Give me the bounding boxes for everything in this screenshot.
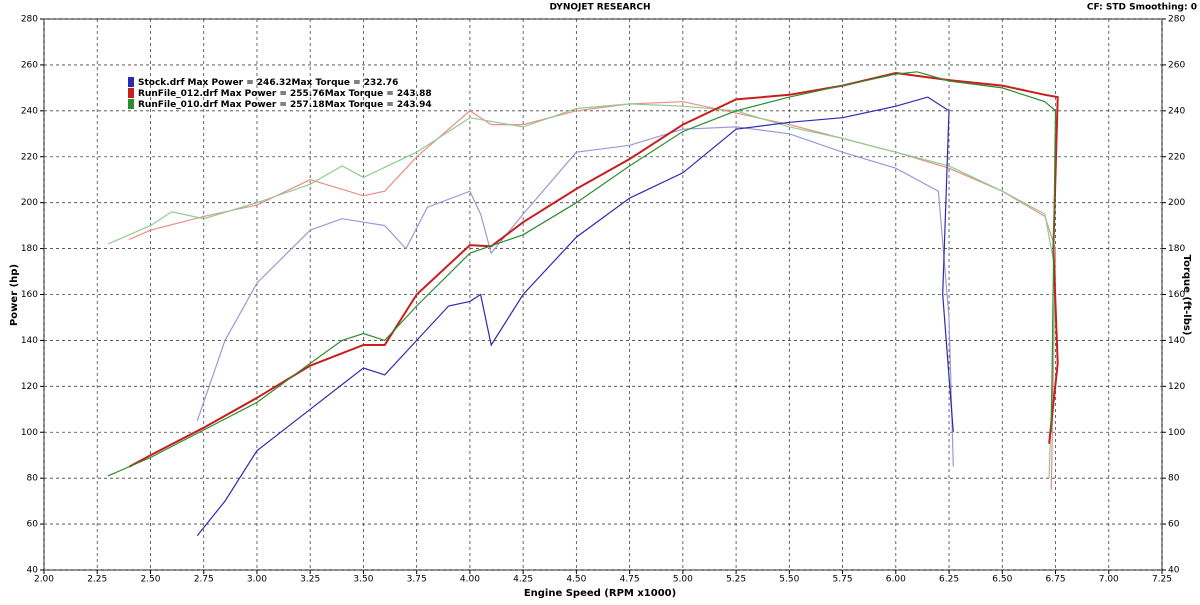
legend-label: Max Torque = bbox=[325, 100, 394, 110]
x-tick-label: 6.50 bbox=[992, 575, 1012, 585]
x-axis-label: Engine Speed (RPM x1000) bbox=[524, 588, 676, 599]
legend-value: 243.88 bbox=[397, 89, 432, 99]
y2-tick-label: 200 bbox=[1168, 198, 1185, 208]
x-tick-label: 4.50 bbox=[566, 575, 586, 585]
legend-value: 246.32 bbox=[257, 78, 292, 88]
x-tick-label: 5.50 bbox=[779, 575, 799, 585]
y2-tick-label: 220 bbox=[1168, 152, 1185, 162]
y-tick-label: 40 bbox=[27, 566, 39, 576]
y2-tick-label: 140 bbox=[1168, 336, 1185, 346]
legend-value: 232.76 bbox=[364, 78, 399, 88]
legend-name: RunFile_012.drf bbox=[138, 89, 218, 99]
x-tick-label: 2.25 bbox=[87, 575, 107, 585]
legend-swatch bbox=[128, 88, 134, 98]
legend-name: RunFile_010.drf bbox=[138, 100, 218, 110]
legend-swatch bbox=[128, 77, 134, 87]
x-tick-label: 4.00 bbox=[460, 575, 480, 585]
y-tick-label: 60 bbox=[27, 520, 39, 530]
legend-label: Max Torque = bbox=[292, 78, 361, 88]
legend-value: 243.94 bbox=[397, 100, 432, 110]
x-tick-label: 3.00 bbox=[247, 575, 267, 585]
x-tick-label: 6.25 bbox=[939, 575, 959, 585]
torque-line bbox=[107, 103, 1057, 479]
x-tick-label: 2.50 bbox=[140, 575, 160, 585]
x-tick-label: 5.75 bbox=[833, 575, 853, 585]
y-tick-label: 260 bbox=[21, 60, 38, 70]
y-tick-label: 160 bbox=[21, 290, 38, 300]
legend-swatch bbox=[128, 99, 134, 109]
x-tick-label: 7.00 bbox=[1099, 575, 1119, 585]
y2-tick-label: 40 bbox=[1168, 566, 1180, 576]
x-tick-label: 2.00 bbox=[34, 575, 54, 585]
legend-label: Max Power = bbox=[221, 89, 287, 99]
y-tick-label: 240 bbox=[21, 106, 38, 116]
chart-title: DYNOJET RESEARCH bbox=[549, 3, 650, 13]
y-tick-label: 220 bbox=[21, 152, 38, 162]
y2-tick-label: 260 bbox=[1168, 60, 1185, 70]
y2-tick-label: 120 bbox=[1168, 382, 1185, 392]
y-axis-label: Power (hp) bbox=[9, 264, 20, 326]
y2-tick-label: 240 bbox=[1168, 106, 1185, 116]
legend-value: 255.76 bbox=[290, 89, 325, 99]
y-tick-label: 200 bbox=[21, 198, 38, 208]
legend-name: Stock.drf bbox=[138, 78, 185, 88]
y-tick-label: 280 bbox=[21, 15, 38, 25]
x-tick-label: 3.50 bbox=[353, 575, 373, 585]
x-tick-label: 5.25 bbox=[726, 575, 746, 585]
power-line bbox=[128, 71, 1059, 468]
x-tick-label: 2.75 bbox=[194, 575, 214, 585]
y2-tick-label: 180 bbox=[1168, 244, 1185, 254]
x-tick-label: 7.25 bbox=[1152, 575, 1172, 585]
y2-tick-label: 280 bbox=[1168, 15, 1185, 25]
y2-tick-label: 80 bbox=[1168, 474, 1180, 484]
legend-value: 257.18 bbox=[290, 100, 325, 110]
y-tick-label: 100 bbox=[21, 428, 38, 438]
legend-entry: RunFile_012.drf Max Power = 255.76Max Torq… bbox=[138, 89, 432, 99]
y-tick-label: 140 bbox=[21, 336, 38, 346]
y-tick-label: 120 bbox=[21, 382, 38, 392]
legend-label: Max Power = bbox=[188, 78, 254, 88]
torque-line bbox=[128, 101, 1057, 490]
power-line bbox=[107, 71, 1057, 477]
y2-axis-label: Torque (ft-lbs) bbox=[1181, 255, 1192, 336]
legend-entry: RunFile_010.drf Max Power = 257.18Max Torq… bbox=[138, 100, 432, 110]
y2-tick-label: 100 bbox=[1168, 428, 1185, 438]
x-tick-label: 3.75 bbox=[407, 575, 427, 585]
x-tick-label: 6.00 bbox=[886, 575, 906, 585]
legend-entry: Stock.drf Max Power = 246.32Max Torque = 23… bbox=[138, 78, 398, 88]
x-tick-label: 4.75 bbox=[620, 575, 640, 585]
x-tick-label: 5.00 bbox=[673, 575, 693, 585]
y-tick-label: 180 bbox=[21, 244, 38, 254]
legend-label: Max Power = bbox=[221, 100, 287, 110]
chart-subtitle: CF: STD Smoothing: 0 bbox=[1087, 3, 1197, 13]
x-tick-label: 3.25 bbox=[300, 575, 320, 585]
y2-tick-label: 60 bbox=[1168, 520, 1180, 530]
legend-label: Max Torque = bbox=[325, 89, 394, 99]
power-line bbox=[196, 96, 954, 536]
y-tick-label: 80 bbox=[27, 474, 39, 484]
x-tick-label: 4.25 bbox=[513, 575, 533, 585]
y2-tick-label: 160 bbox=[1168, 290, 1185, 300]
x-tick-label: 6.75 bbox=[1046, 575, 1066, 585]
